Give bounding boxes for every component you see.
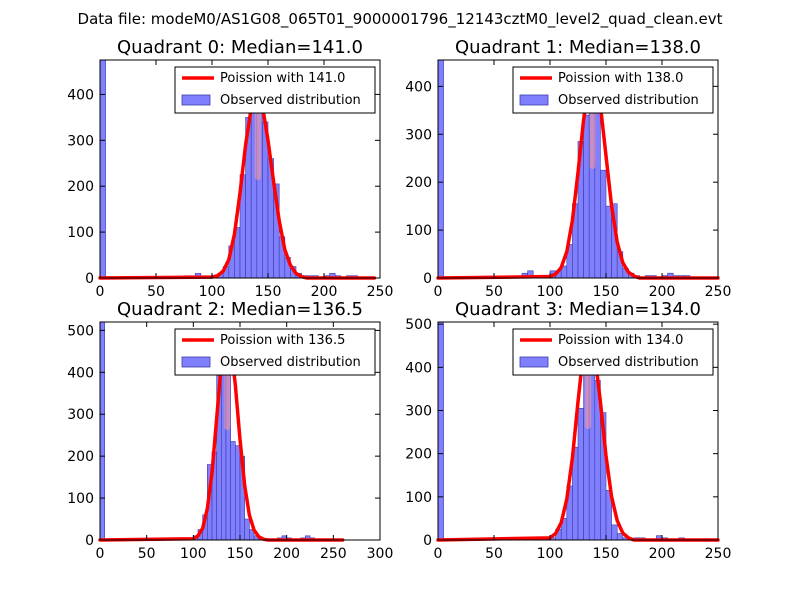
x-tick-label: 200 — [649, 284, 676, 300]
x-tick-label: 0 — [434, 546, 443, 562]
axes-frame — [99, 59, 381, 279]
x-tick-label: 100 — [537, 546, 564, 562]
legend: Poission with 138.0 Observed distributio… — [512, 66, 714, 114]
histogram-bar — [99, 321, 105, 541]
legend-label-poisson: Poission with 141.0 — [220, 71, 345, 86]
y-tick-label: 0 — [85, 533, 94, 549]
histogram-bar — [600, 169, 607, 279]
histogram-bar — [583, 114, 590, 279]
x-tick-label: 200 — [311, 284, 338, 300]
x-tick-label: 200 — [273, 546, 300, 562]
y-tick-label: 300 — [405, 127, 432, 143]
legend-label-poisson: Poission with 138.0 — [558, 71, 683, 86]
x-tick-label: 0 — [96, 284, 105, 300]
panel-quadrant-0: Quadrant 0: Median=141.0 0 50 100 150 200 250… — [67, 37, 393, 300]
y-tick-label: 100 — [405, 490, 432, 506]
histogram-bar — [230, 441, 236, 541]
x-tick-label: 250 — [320, 546, 347, 562]
y-tick-label: 300 — [405, 404, 432, 420]
legend-bar-swatch — [519, 356, 549, 368]
y-tick-label: 500 — [67, 323, 94, 339]
panel-title: Quadrant 0: Median=141.0 — [117, 37, 363, 58]
y-tick-label: 400 — [67, 87, 94, 103]
legend-label-observed: Observed distribution — [220, 93, 361, 108]
legend-bar-swatch — [181, 356, 211, 368]
histogram-bar — [244, 518, 250, 541]
panel-quadrant-3: Quadrant 3: Median=134.0 0 50 100 150 200 250… — [405, 299, 731, 562]
y-tick-label: 200 — [67, 449, 94, 465]
x-tick-label: 250 — [705, 284, 732, 300]
legend-label-poisson: Poission with 136.5 — [220, 333, 345, 348]
x-tick-label: 200 — [649, 546, 676, 562]
legend-label-observed: Observed distribution — [220, 355, 361, 370]
histogram-bar — [577, 408, 584, 541]
legend-bar-swatch — [181, 94, 211, 106]
x-tick-label: 150 — [593, 546, 620, 562]
histogram-bar — [235, 445, 241, 541]
y-tick-label: 100 — [405, 223, 432, 239]
y-tick-label: 100 — [67, 225, 94, 241]
y-tick-label: 0 — [423, 271, 432, 287]
axes-frame — [437, 321, 719, 541]
histogram-bar — [594, 93, 601, 279]
y-tick-label: 200 — [67, 179, 94, 195]
plot-area: 0 50 100 150 200 250 0 100 200 300 400 — [67, 59, 394, 300]
x-tick-label: 50 — [147, 284, 165, 300]
x-tick-label: 250 — [705, 546, 732, 562]
panel-quadrant-2: Quadrant 2: Median=136.5 0 50 100 150 200 250… — [67, 299, 393, 562]
x-tick-label: 150 — [227, 546, 254, 562]
x-tick-label: 100 — [199, 284, 226, 300]
figure-suptitle: Data file: modeM0/AS1G08_065T01_90000017… — [78, 10, 723, 29]
panel-title: Quadrant 1: Median=138.0 — [455, 37, 701, 58]
x-tick-label: 250 — [367, 284, 394, 300]
y-tick-label: 0 — [85, 271, 94, 287]
x-tick-label: 100 — [537, 284, 564, 300]
y-tick-label: 200 — [405, 175, 432, 191]
x-tick-label: 150 — [593, 284, 620, 300]
legend-label-poisson: Poission with 134.0 — [558, 333, 683, 348]
y-tick-label: 400 — [67, 365, 94, 381]
x-tick-label: 100 — [180, 546, 207, 562]
y-tick-label: 200 — [405, 447, 432, 463]
y-tick-label: 400 — [405, 79, 432, 95]
legend-bar-swatch — [519, 94, 549, 106]
x-tick-label: 300 — [367, 546, 394, 562]
panel-title: Quadrant 2: Median=136.5 — [117, 299, 363, 320]
histogram-bar — [99, 59, 106, 279]
histogram-bar — [437, 59, 444, 279]
axes-frame — [437, 59, 719, 279]
legend: Poission with 134.0 Observed distributio… — [512, 328, 714, 376]
legend-label-observed: Observed distribution — [558, 93, 699, 108]
x-tick-label: 50 — [485, 546, 503, 562]
panel-title: Quadrant 3: Median=134.0 — [455, 299, 701, 320]
x-tick-label: 0 — [96, 546, 105, 562]
x-tick-label: 150 — [255, 284, 282, 300]
panel-quadrant-1: Quadrant 1: Median=138.0 0 50 100 150 200 250… — [405, 37, 731, 300]
x-tick-label: 50 — [138, 546, 156, 562]
x-tick-label: 0 — [434, 284, 443, 300]
y-tick-label: 100 — [67, 491, 94, 507]
x-tick-label: 50 — [485, 284, 503, 300]
y-tick-label: 300 — [67, 133, 94, 149]
legend: Poission with 136.5 Observed distributio… — [174, 328, 376, 376]
histogram-bar — [611, 524, 618, 541]
histogram-bar — [437, 321, 444, 541]
legend-label-observed: Observed distribution — [558, 355, 699, 370]
histogram-bar — [605, 205, 612, 279]
y-tick-label: 300 — [67, 407, 94, 423]
y-tick-label: 0 — [423, 533, 432, 549]
y-tick-label: 400 — [405, 360, 432, 376]
legend: Poission with 141.0 Observed distributio… — [174, 66, 376, 114]
y-tick-label: 500 — [405, 317, 432, 333]
